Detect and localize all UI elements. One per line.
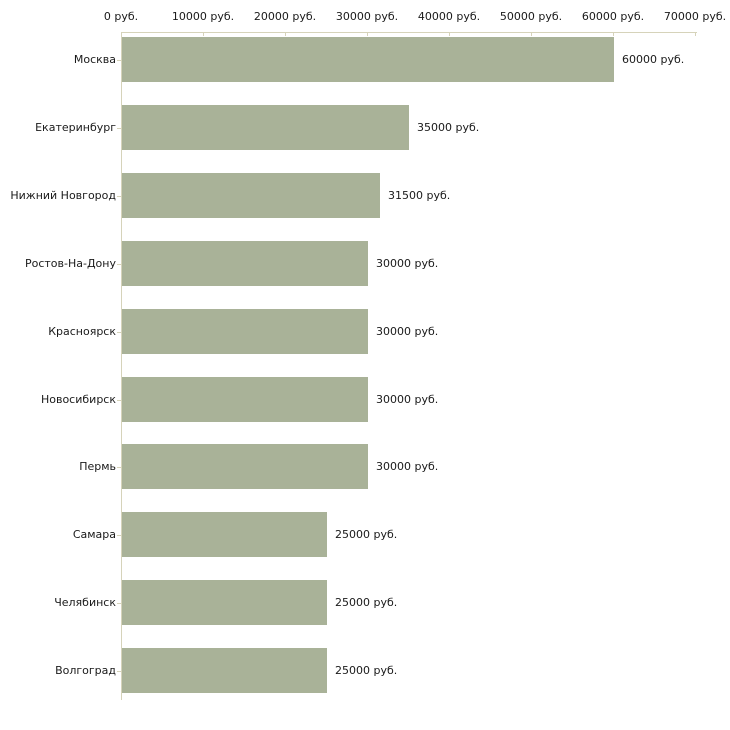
x-tick-label: 30000 руб. [335, 10, 399, 23]
bar-9 [122, 580, 327, 625]
bar-8 [122, 512, 327, 557]
category-label: Челябинск [54, 596, 116, 609]
x-tick-mark [285, 32, 286, 36]
value-label: 25000 руб. [335, 596, 398, 609]
value-label: 30000 руб. [376, 325, 439, 338]
category-label: Москва [73, 53, 116, 66]
x-tick-label: 20000 руб. [253, 10, 317, 23]
value-label: 30000 руб. [376, 257, 439, 270]
category-label: Екатеринбург [35, 121, 116, 134]
bar-3 [122, 173, 380, 218]
x-tick-label: 0 руб. [103, 10, 139, 23]
y-tick-mark [117, 264, 121, 265]
y-tick-mark [117, 671, 121, 672]
bar-6 [122, 377, 368, 422]
category-label: Волгоград [55, 664, 116, 677]
bar-4 [122, 241, 368, 286]
y-tick-mark [117, 332, 121, 333]
x-tick-label: 70000 руб. [663, 10, 727, 23]
y-tick-mark [117, 128, 121, 129]
x-tick-label: 10000 руб. [171, 10, 235, 23]
y-tick-mark [117, 467, 121, 468]
y-axis-line [121, 32, 122, 700]
x-tick-mark [203, 32, 204, 36]
value-label: 31500 руб. [388, 189, 451, 202]
x-tick-label: 60000 руб. [581, 10, 645, 23]
x-axis-line [121, 32, 697, 33]
value-label: 60000 руб. [622, 53, 685, 66]
bar-2 [122, 105, 409, 150]
value-label: 30000 руб. [376, 460, 439, 473]
category-label: Красноярск [48, 325, 116, 338]
x-tick-mark [449, 32, 450, 36]
y-tick-mark [117, 60, 121, 61]
x-tick-label: 40000 руб. [417, 10, 481, 23]
value-label: 25000 руб. [335, 528, 398, 541]
bar-7 [122, 444, 368, 489]
value-label: 30000 руб. [376, 393, 439, 406]
bar-1 [122, 37, 614, 82]
x-tick-mark [367, 32, 368, 36]
x-tick-label: 50000 руб. [499, 10, 563, 23]
bar-5 [122, 309, 368, 354]
y-tick-mark [117, 535, 121, 536]
bar-10 [122, 648, 327, 693]
x-tick-mark [613, 32, 614, 36]
category-label: Ростов-На-Дону [24, 257, 116, 270]
value-label: 35000 руб. [417, 121, 480, 134]
category-label: Самара [72, 528, 116, 541]
x-tick-mark [695, 32, 696, 36]
y-tick-mark [117, 196, 121, 197]
category-label: Пермь [79, 460, 116, 473]
category-label: Новосибирск [40, 393, 116, 406]
category-label: Нижний Новгород [10, 189, 116, 202]
value-label: 25000 руб. [335, 664, 398, 677]
y-tick-mark [117, 603, 121, 604]
y-tick-mark [117, 400, 121, 401]
x-tick-mark [531, 32, 532, 36]
